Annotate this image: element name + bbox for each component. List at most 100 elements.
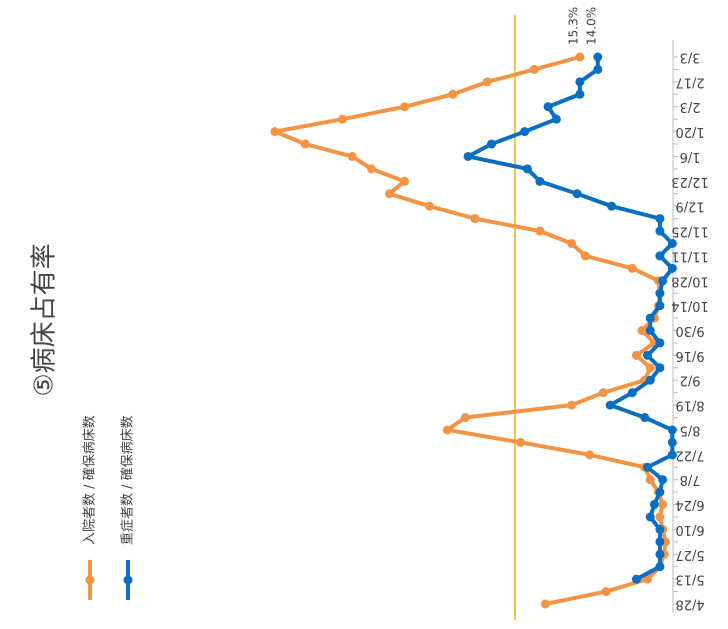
point bbox=[642, 574, 652, 584]
point bbox=[463, 151, 473, 161]
point bbox=[655, 487, 665, 497]
x-tick-label: 1/20 bbox=[675, 124, 704, 139]
point bbox=[520, 127, 530, 137]
point bbox=[593, 64, 603, 74]
x-tick-label: 5/13 bbox=[675, 572, 704, 587]
point bbox=[645, 326, 655, 335]
x-tick-label: 12/23 bbox=[671, 174, 708, 189]
point bbox=[655, 288, 665, 298]
point bbox=[575, 89, 585, 99]
point bbox=[470, 214, 480, 224]
point bbox=[655, 214, 665, 224]
point bbox=[645, 363, 655, 373]
point bbox=[300, 139, 310, 149]
x-tick-label: 6/10 bbox=[675, 522, 704, 537]
x-tick-label: 4/28 bbox=[675, 597, 704, 612]
point bbox=[667, 450, 677, 460]
point bbox=[627, 388, 637, 398]
x-tick-label: 8/5 bbox=[680, 422, 701, 437]
point bbox=[645, 475, 655, 485]
point bbox=[640, 413, 650, 423]
point bbox=[645, 313, 655, 323]
point bbox=[442, 425, 452, 435]
point bbox=[655, 512, 665, 522]
legend-marker bbox=[85, 575, 95, 585]
point bbox=[598, 388, 608, 398]
data-label: 14.0% bbox=[584, 7, 598, 45]
point bbox=[400, 102, 410, 112]
legend-label: 重症者数 / 確保病床数 bbox=[120, 415, 136, 545]
point bbox=[667, 263, 677, 273]
x-tick-label: 12/9 bbox=[675, 199, 704, 214]
point bbox=[540, 599, 550, 609]
point bbox=[424, 201, 434, 211]
x-tick-label: 2/3 bbox=[680, 99, 701, 114]
x-tick-label: 11/11 bbox=[671, 248, 708, 263]
x-tick-label: 10/14 bbox=[671, 298, 708, 313]
point bbox=[567, 400, 577, 410]
x-tick-label: 2/17 bbox=[675, 74, 704, 89]
point bbox=[448, 89, 458, 99]
x-tick-label: 9/30 bbox=[675, 323, 704, 338]
legend-label: 入院者数 / 確保病床数 bbox=[82, 415, 98, 545]
x-tick-label: 7/8 bbox=[680, 472, 701, 487]
point bbox=[593, 52, 603, 62]
point bbox=[575, 52, 585, 62]
x-tick-label: 6/24 bbox=[675, 497, 704, 512]
x-tick-label: 3/3 bbox=[680, 50, 701, 65]
point bbox=[580, 251, 590, 261]
x-tick-label: 5/27 bbox=[675, 547, 704, 562]
point bbox=[487, 139, 497, 149]
point bbox=[637, 326, 647, 335]
point bbox=[605, 400, 615, 410]
point bbox=[631, 574, 641, 584]
point bbox=[522, 164, 532, 174]
point bbox=[642, 462, 652, 472]
point bbox=[658, 500, 668, 510]
point bbox=[655, 251, 665, 261]
series-line bbox=[466, 57, 675, 581]
point bbox=[535, 226, 545, 236]
point bbox=[667, 437, 677, 447]
point bbox=[655, 537, 665, 547]
x-tick-label: 11/25 bbox=[671, 224, 708, 239]
point bbox=[655, 226, 665, 236]
point bbox=[627, 263, 637, 273]
point bbox=[658, 475, 668, 485]
point bbox=[655, 338, 665, 348]
point bbox=[642, 350, 652, 360]
point bbox=[543, 102, 553, 112]
point bbox=[658, 276, 668, 286]
chart-title: ⑤病床占有率 bbox=[30, 243, 60, 396]
point bbox=[270, 127, 280, 137]
x-tick-label: 9/16 bbox=[675, 348, 704, 363]
point bbox=[645, 375, 655, 385]
point bbox=[338, 114, 347, 124]
x-tick-label: 7/22 bbox=[675, 447, 704, 462]
point bbox=[655, 363, 665, 373]
point bbox=[607, 201, 617, 211]
series-line bbox=[272, 55, 668, 606]
point bbox=[460, 413, 470, 423]
point bbox=[384, 189, 394, 199]
point bbox=[347, 151, 357, 161]
point bbox=[366, 164, 376, 174]
point bbox=[655, 562, 665, 572]
point bbox=[649, 500, 659, 510]
point bbox=[655, 549, 665, 559]
point bbox=[655, 301, 665, 311]
x-tick-label: 8/19 bbox=[675, 398, 704, 413]
point bbox=[529, 64, 539, 74]
data-label: 15.3% bbox=[566, 7, 580, 45]
point bbox=[551, 114, 561, 124]
point bbox=[667, 238, 677, 248]
point bbox=[667, 425, 677, 435]
point bbox=[645, 512, 655, 522]
point bbox=[585, 450, 595, 460]
point bbox=[575, 77, 585, 87]
x-tick-label: 9/2 bbox=[680, 373, 701, 388]
point bbox=[482, 77, 492, 87]
x-tick-label: 10/28 bbox=[671, 273, 708, 288]
